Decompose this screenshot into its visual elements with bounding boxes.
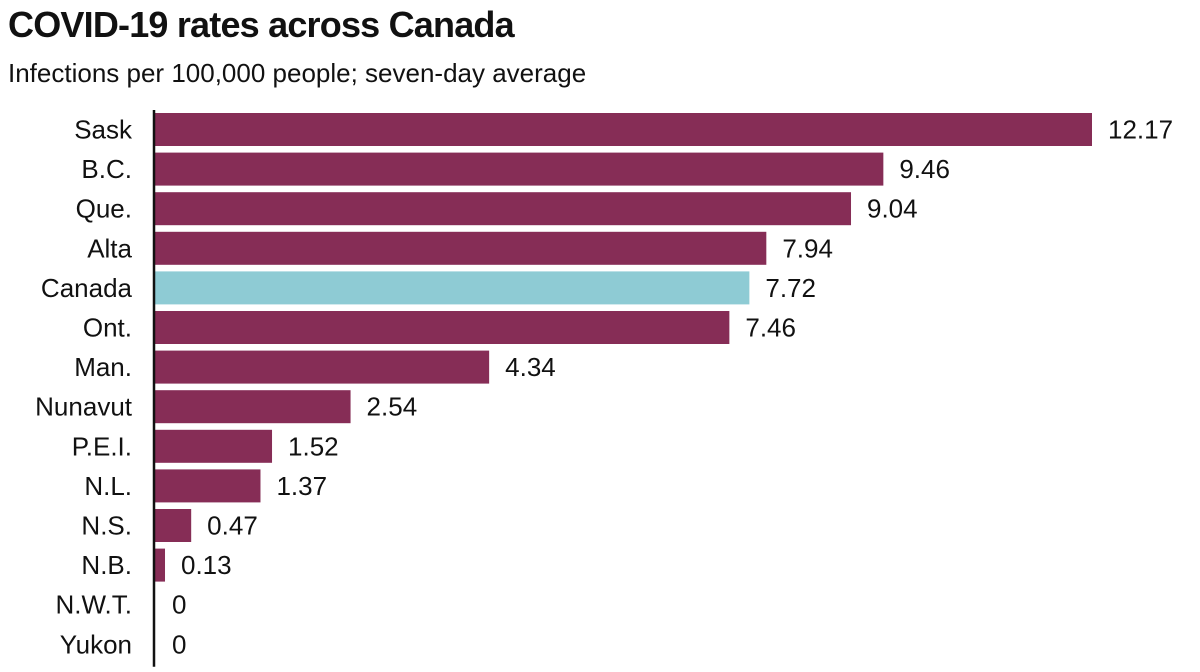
bar-man <box>155 350 490 384</box>
bar-canada <box>155 271 750 305</box>
value-label-alta: 7.94 <box>782 233 833 263</box>
category-label-b-c: B.C. <box>81 154 132 184</box>
bar-b-c <box>155 152 884 186</box>
category-label-n-w-t: N.W.T. <box>55 590 132 620</box>
bar-n-b <box>155 548 166 582</box>
value-label-n-b: 0.13 <box>181 550 232 580</box>
category-label-alta: Alta <box>87 233 132 263</box>
chart-subtitle: Infections per 100,000 people; seven-day… <box>8 58 587 88</box>
category-label-n-s: N.S. <box>81 511 132 541</box>
labels-group: Sask 12.17 B.C. 9.46 Que. 9.04 Alta 7.94 Canada 7… <box>35 115 1173 660</box>
category-label-nunavut: Nunavut <box>35 392 133 422</box>
chart-title: COVID-19 rates across Canada <box>8 4 515 45</box>
bars-group <box>155 113 1092 582</box>
category-label-p-e-i: P.E.I. <box>72 431 132 461</box>
category-label-n-b: N.B. <box>81 550 132 580</box>
category-label-n-l: N.L. <box>84 471 132 501</box>
bar-alta <box>155 231 767 265</box>
value-label-que: 9.04 <box>867 194 918 224</box>
bar-nunavut <box>155 390 351 424</box>
value-label-n-s: 0.47 <box>207 511 258 541</box>
value-label-b-c: 9.46 <box>899 154 950 184</box>
value-label-sask: 12.17 <box>1108 115 1173 145</box>
category-label-man: Man. <box>74 352 132 382</box>
bar-p-e-i <box>155 429 273 463</box>
bar-ont <box>155 311 730 344</box>
value-label-man: 4.34 <box>505 352 556 382</box>
bar-que <box>155 192 852 226</box>
value-label-yukon: 0 <box>172 629 186 659</box>
category-label-que: Que. <box>76 194 132 224</box>
category-label-ont: Ont. <box>83 313 132 343</box>
value-label-canada: 7.72 <box>765 273 816 303</box>
bar-n-s <box>155 509 192 542</box>
value-label-n-w-t: 0 <box>172 590 186 620</box>
bar-n-l <box>155 469 261 503</box>
bar-sask <box>155 113 1092 146</box>
category-label-sask: Sask <box>74 115 133 145</box>
value-label-p-e-i: 1.52 <box>288 431 339 461</box>
value-label-n-l: 1.37 <box>276 471 327 501</box>
value-label-nunavut: 2.54 <box>367 392 418 422</box>
category-label-yukon: Yukon <box>60 629 132 659</box>
category-label-canada: Canada <box>41 273 133 303</box>
value-label-ont: 7.46 <box>745 313 796 343</box>
